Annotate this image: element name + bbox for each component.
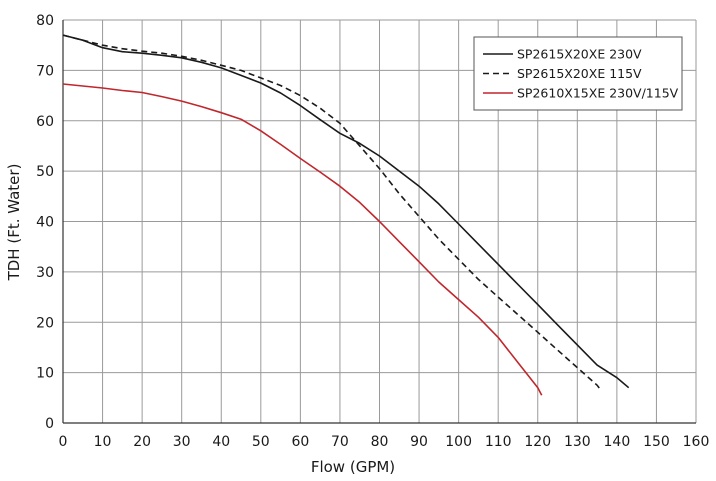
legend-label-sp2615x20xe-115v: SP2615X20XE 115V (517, 66, 642, 81)
y-tick-label-60: 60 (36, 114, 54, 130)
x-tick-label-80: 80 (371, 434, 389, 450)
y-tick-label-30: 30 (36, 265, 54, 281)
y-tick-label-40: 40 (36, 215, 54, 231)
x-tick-label-140: 140 (604, 434, 631, 450)
x-tick-label-160: 160 (683, 434, 710, 450)
legend-label-sp2615x20xe-230v: SP2615X20XE 230V (517, 47, 642, 62)
x-axis-title: Flow (GPM) (311, 458, 395, 476)
legend-label-sp2610x15xe: SP2610X15XE 230V/115V (517, 86, 679, 101)
y-tick-label-10: 10 (36, 366, 54, 382)
x-tick-label-120: 120 (524, 434, 551, 450)
series-line-sp2615x20xe-230v (62, 34, 630, 389)
y-tick-label-50: 50 (36, 164, 54, 180)
series-line-sp2610x15xe-230v-115v (62, 83, 543, 396)
y-tick-label-80: 80 (36, 13, 54, 29)
x-tick-label-20: 20 (133, 434, 151, 450)
y-tick-label-0: 0 (45, 416, 54, 432)
y-tick-label-70: 70 (36, 63, 54, 79)
tick-labels: 0 10 20 30 40 50 60 70 80 90 100 110 120 130 140 150 160… (36, 13, 709, 450)
y-axis-title: TDH (Ft. Water) (5, 164, 23, 282)
legend: SP2615X20XE 230V SP2615X20XE 115V SP2610… (473, 36, 683, 111)
x-tick-label-100: 100 (445, 434, 472, 450)
x-tick-label-150: 150 (643, 434, 670, 450)
y-tick-label-20: 20 (36, 315, 54, 331)
series-lines (62, 34, 630, 396)
x-tick-label-130: 130 (564, 434, 591, 450)
x-tick-label-70: 70 (331, 434, 349, 450)
x-tick-label-50: 50 (252, 434, 270, 450)
x-tick-label-0: 0 (59, 434, 68, 450)
x-tick-label-40: 40 (212, 434, 230, 450)
x-tick-label-60: 60 (291, 434, 309, 450)
x-tick-label-90: 90 (410, 434, 428, 450)
series-line-sp2615x20xe-115v (62, 34, 602, 391)
x-tick-label-10: 10 (94, 434, 112, 450)
x-tick-label-30: 30 (173, 434, 191, 450)
x-tick-label-110: 110 (485, 434, 512, 450)
